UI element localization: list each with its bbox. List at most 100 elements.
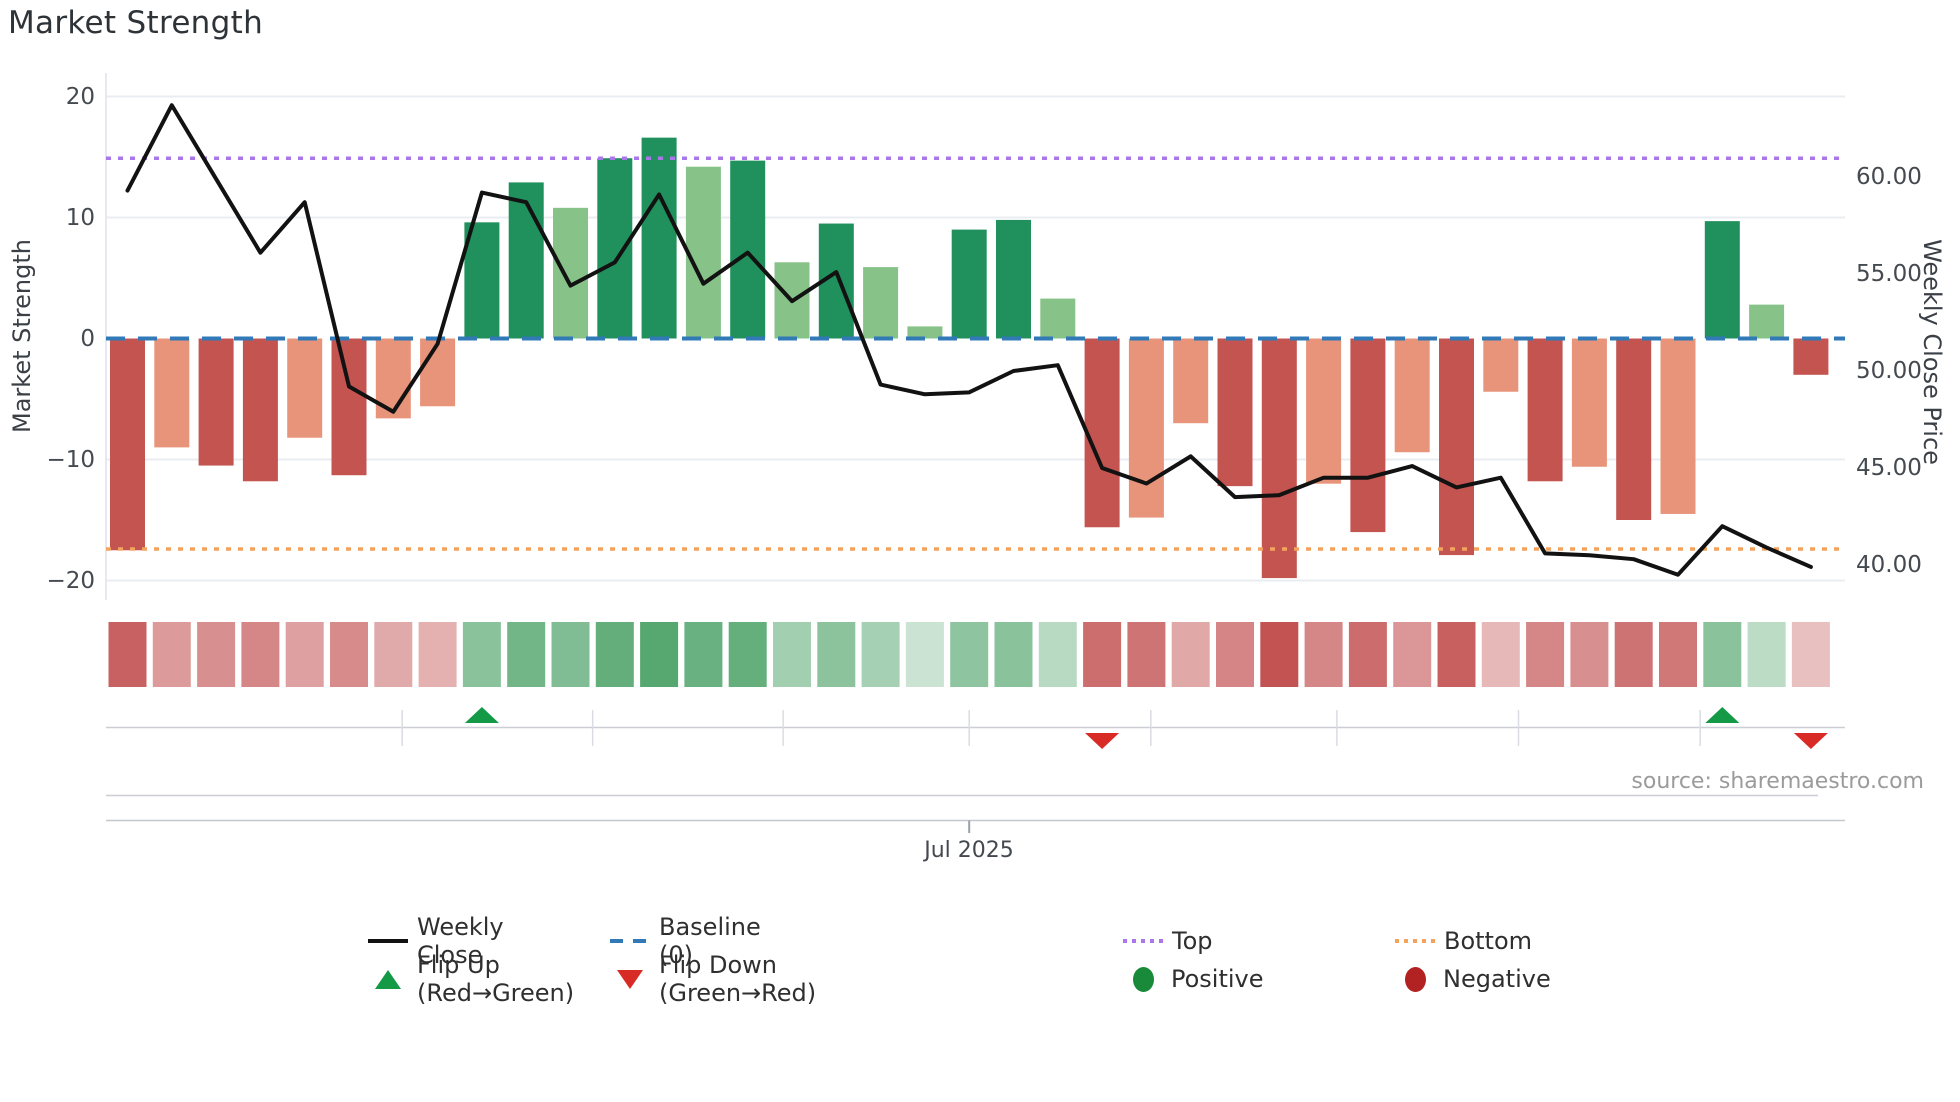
heatmap-cell[interactable] <box>418 622 457 687</box>
heatmap-cell[interactable] <box>374 622 413 687</box>
heatmap-cell[interactable] <box>905 622 944 687</box>
legend-label: Flip Up (Red→Green) <box>417 951 575 1007</box>
heatmap-cell[interactable] <box>1216 622 1254 687</box>
strength-bar[interactable] <box>1571 338 1607 467</box>
strength-bar[interactable] <box>1128 338 1164 518</box>
strength-bar[interactable] <box>331 338 367 476</box>
positive-dot-icon <box>1133 966 1154 992</box>
strength-bar[interactable] <box>420 338 456 407</box>
legend-baseline[interactable]: Baseline (0) <box>610 913 761 969</box>
heatmap-cell[interactable] <box>684 622 723 687</box>
heatmap-cell[interactable] <box>197 622 236 687</box>
strength-bar[interactable] <box>685 166 721 339</box>
strength-bar[interactable] <box>996 219 1031 339</box>
heatmap-cell[interactable] <box>1083 622 1122 687</box>
strength-bar[interactable] <box>1483 338 1519 392</box>
strength-bar[interactable] <box>1527 338 1563 482</box>
heatmap-cell[interactable] <box>1171 622 1210 687</box>
legend-positive[interactable]: Positive <box>1123 962 1264 996</box>
strength-bar[interactable] <box>907 326 943 339</box>
heatmap-cell[interactable] <box>1747 622 1786 687</box>
strength-bar[interactable] <box>110 338 145 551</box>
source-text: source: sharemaestro.com <box>1631 769 1924 794</box>
heatmap-cell[interactable] <box>1127 622 1166 687</box>
flip-down-triangle-icon <box>617 969 643 989</box>
weekly-close-line <box>125 103 1813 577</box>
strength-bar[interactable] <box>1306 338 1342 484</box>
heatmap-cell[interactable] <box>1526 622 1565 687</box>
strength-bar[interactable] <box>1350 338 1386 533</box>
legend-weekly-close[interactable]: Weekly Close <box>368 913 504 969</box>
heatmap-cell[interactable] <box>108 622 147 687</box>
heatmap-cell[interactable] <box>507 622 546 687</box>
legend-top[interactable]: Top <box>1123 924 1213 958</box>
heatmap-cell[interactable] <box>950 622 989 687</box>
strength-bar[interactable] <box>1084 338 1120 528</box>
strength-bar[interactable] <box>951 229 987 339</box>
dotted-line-swatch-icon <box>1395 939 1435 943</box>
heatmap-cell[interactable] <box>1791 622 1830 687</box>
strength-bar[interactable] <box>154 338 190 448</box>
heatmap-cell[interactable] <box>1481 622 1520 687</box>
heatmap-cell[interactable] <box>551 622 590 687</box>
left-axis-tick: 20 <box>65 83 95 110</box>
heatmap-cell[interactable] <box>1393 622 1432 687</box>
strength-bar[interactable] <box>1217 338 1253 487</box>
right-axis-tick: 55.00 <box>1856 261 1922 287</box>
heatmap-cell[interactable] <box>1038 622 1077 687</box>
strength-bar[interactable] <box>198 338 234 466</box>
strength-bar[interactable] <box>597 158 633 339</box>
strength-bar[interactable] <box>641 137 677 339</box>
strength-bar[interactable] <box>242 338 278 482</box>
x-axis-label: Jul 2025 <box>924 838 1014 863</box>
flip-up-marker[interactable] <box>464 707 499 723</box>
strength-bar[interactable] <box>1394 338 1430 453</box>
heatmap-cell[interactable] <box>728 622 767 687</box>
legend-flip-down[interactable]: Flip Down (Green→Red) <box>610 951 816 1007</box>
strength-bar[interactable] <box>1040 298 1076 339</box>
strength-bar[interactable] <box>553 207 588 339</box>
dotted-line-swatch-icon <box>1123 939 1163 943</box>
heatmap-cell[interactable] <box>1304 622 1343 687</box>
strength-bar[interactable] <box>1793 338 1829 375</box>
flip-up-marker[interactable] <box>1705 707 1740 723</box>
heatmap-cell[interactable] <box>462 622 501 687</box>
heatmap-cell[interactable] <box>1260 622 1299 687</box>
heatmap-cell[interactable] <box>595 622 634 687</box>
flip-down-marker[interactable] <box>1085 733 1120 749</box>
legend-negative[interactable]: Negative <box>1395 962 1551 996</box>
heatmap-cell[interactable] <box>1703 622 1742 687</box>
strength-bar[interactable] <box>863 267 899 339</box>
heatmap-cell[interactable] <box>994 622 1033 687</box>
strength-bar[interactable] <box>1660 338 1696 514</box>
legend-bottom[interactable]: Bottom <box>1395 924 1532 958</box>
heatmap-cell[interactable] <box>1614 622 1653 687</box>
heatmap-cell[interactable] <box>285 622 324 687</box>
strength-bar[interactable] <box>1616 338 1652 521</box>
legend-flip-up[interactable]: Flip Up (Red→Green) <box>368 951 574 1007</box>
heatmap-cell[interactable] <box>1348 622 1387 687</box>
line-swatch-icon <box>368 939 408 943</box>
strength-bar[interactable] <box>1261 338 1297 579</box>
heatmap-cell[interactable] <box>1437 622 1476 687</box>
heatmap-cell[interactable] <box>330 622 368 687</box>
strength-bar[interactable] <box>1749 304 1785 339</box>
heatmap-cell[interactable] <box>861 622 900 687</box>
heatmap-cell[interactable] <box>1659 622 1697 687</box>
flip-down-marker[interactable] <box>1793 733 1828 749</box>
strength-bar[interactable] <box>464 222 500 339</box>
heatmap-cell[interactable] <box>1570 622 1609 687</box>
strength-bar[interactable] <box>287 338 323 438</box>
heatmap-cell[interactable] <box>241 622 280 687</box>
flip-up-triangle-icon <box>375 969 401 989</box>
heatmap-cell[interactable] <box>152 622 191 687</box>
strength-bar[interactable] <box>1173 338 1209 424</box>
strength-bar[interactable] <box>730 160 766 339</box>
heatmap-cell[interactable] <box>640 622 679 687</box>
strength-bar[interactable] <box>1704 221 1740 339</box>
strength-bar[interactable] <box>508 182 544 339</box>
heatmap-cell[interactable] <box>773 622 811 687</box>
heatmap-cell[interactable] <box>817 622 856 687</box>
strength-bar[interactable] <box>1439 338 1474 556</box>
legend-label: Baseline (0) <box>659 913 761 969</box>
